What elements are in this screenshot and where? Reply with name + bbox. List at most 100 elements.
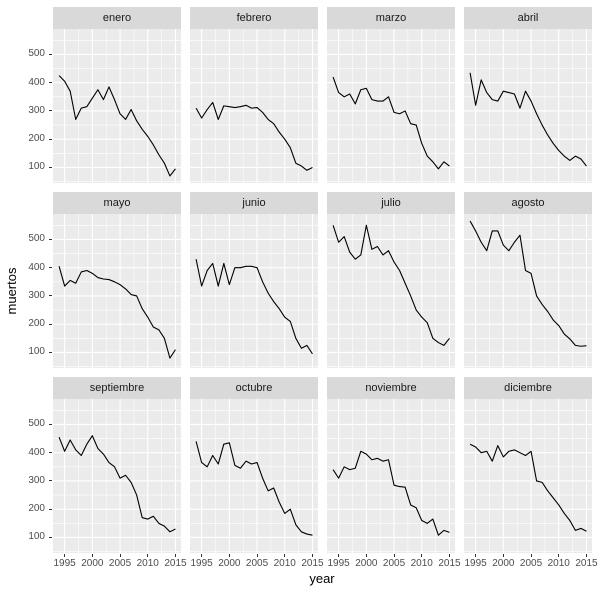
x-tick-label: 1995 [53, 558, 76, 569]
y-tick-mark [49, 166, 52, 168]
x-tick-mark [502, 554, 504, 557]
facet-panel-noviembre [327, 399, 455, 553]
y-tick-mark [49, 82, 52, 84]
facet-strip-febrero: febrero [190, 7, 318, 29]
x-tick-label: 2005 [245, 558, 269, 569]
facet-panel-octubre [190, 399, 318, 553]
facet-panel-septiembre [53, 399, 181, 553]
x-tick-mark [256, 554, 258, 557]
x-tick-label: 2010 [410, 558, 433, 569]
line-series-mayo [58, 266, 176, 359]
y-tick-mark [49, 480, 52, 482]
x-tick-label: 2015 [301, 558, 324, 569]
facet-panel-julio [327, 214, 455, 368]
facet-panel-diciembre [464, 399, 592, 553]
facet-strip-octubre: octubre [190, 377, 318, 399]
x-tick-label: 2005 [382, 558, 406, 569]
y-tick-mark [49, 452, 52, 454]
x-tick-label: 2000 [355, 558, 378, 569]
x-tick-label: 2005 [108, 558, 132, 569]
facet-panel-junio [190, 214, 318, 368]
y-tick-mark [49, 238, 52, 240]
x-tick-mark [530, 554, 532, 557]
x-tick-mark [421, 554, 423, 557]
x-tick-label: 1995 [327, 558, 350, 569]
y-tick-label: 100 [28, 161, 45, 173]
facet-title-label: junio [242, 196, 266, 209]
line-series-julio [332, 224, 450, 346]
x-tick-mark [284, 554, 286, 557]
facet-strip-marzo: marzo [327, 7, 455, 29]
x-tick-label: 2015 [164, 558, 187, 569]
x-tick-label: 2010 [273, 558, 296, 569]
x-tick-label: 2000 [492, 558, 515, 569]
x-tick-mark [201, 554, 203, 557]
facet-title-label: febrero [236, 11, 272, 24]
line-series-marzo [332, 76, 450, 170]
y-tick-label: 100 [28, 346, 45, 358]
facet-panel-agosto [464, 214, 592, 368]
line-series-abril [469, 72, 587, 167]
x-tick-mark [475, 554, 477, 557]
facet-panel-mayo [53, 214, 181, 368]
y-tick-label: 300 [28, 289, 45, 301]
x-tick-mark [147, 554, 149, 557]
facet-strip-noviembre: noviembre [327, 377, 455, 399]
line-series-diciembre [469, 443, 587, 532]
x-tick-mark [228, 554, 230, 557]
facet-strip-mayo: mayo [53, 192, 181, 214]
facet-title-label: octubre [235, 381, 273, 394]
x-tick-label: 2005 [519, 558, 543, 569]
y-tick-label: 500 [28, 233, 45, 245]
y-tick-mark [49, 351, 52, 353]
facet-title-label: agosto [511, 196, 545, 209]
line-series-noviembre [332, 450, 450, 536]
x-tick-mark [393, 554, 395, 557]
facet-panel-enero [53, 29, 181, 183]
facet-strip-septiembre: septiembre [53, 377, 181, 399]
x-tick-label: 1995 [190, 558, 213, 569]
facet-title-label: marzo [375, 11, 407, 24]
line-series-junio [195, 259, 313, 355]
facet-panel-febrero [190, 29, 318, 183]
facet-strip-enero: enero [53, 7, 181, 29]
y-tick-mark [49, 110, 52, 112]
x-tick-label: 2000 [81, 558, 104, 569]
facet-panel-abril [464, 29, 592, 183]
y-tick-label: 400 [28, 76, 45, 88]
y-tick-mark [49, 323, 52, 325]
y-tick-label: 200 [28, 133, 45, 145]
x-tick-label: 2010 [547, 558, 570, 569]
facet-title-label: diciembre [504, 381, 552, 394]
x-tick-label: 1995 [464, 558, 487, 569]
x-tick-mark [174, 554, 176, 557]
y-tick-label: 500 [28, 48, 45, 60]
facet-title-label: mayo [103, 196, 131, 209]
x-tick-mark [119, 554, 121, 557]
x-tick-label: 2010 [136, 558, 159, 569]
facet-title-label: septiembre [89, 381, 145, 394]
facet-title-label: enero [102, 11, 132, 24]
y-tick-label: 300 [28, 474, 45, 486]
y-tick-label: 300 [28, 104, 45, 116]
line-series-octubre [195, 441, 313, 536]
y-tick-label: 200 [28, 318, 45, 330]
facet-strip-julio: julio [327, 192, 455, 214]
y-tick-mark [49, 536, 52, 538]
y-tick-mark [49, 508, 52, 510]
x-tick-mark [365, 554, 367, 557]
facet-strip-junio: junio [190, 192, 318, 214]
line-series-agosto [469, 220, 587, 347]
facet-panel-marzo [327, 29, 455, 183]
x-tick-mark [585, 554, 587, 557]
y-tick-label: 400 [28, 261, 45, 273]
facet-strip-agosto: agosto [464, 192, 592, 214]
x-tick-mark [558, 554, 560, 557]
facet-title-label: noviembre [365, 381, 417, 394]
y-tick-label: 500 [28, 418, 45, 430]
y-tick-mark [49, 53, 52, 55]
y-tick-mark [49, 138, 52, 140]
x-tick-mark [64, 554, 66, 557]
facet-strip-abril: abril [464, 7, 592, 29]
